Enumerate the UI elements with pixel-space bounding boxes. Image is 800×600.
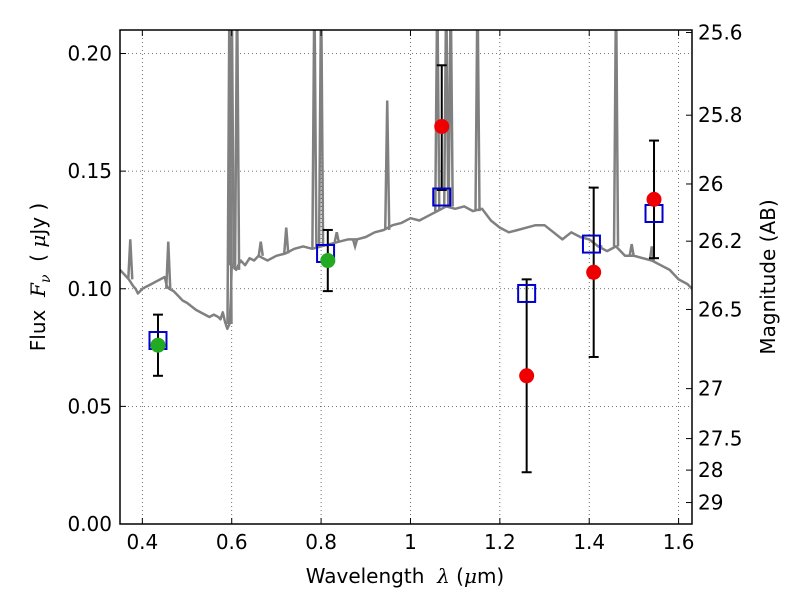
spectrum-emission-line bbox=[127, 239, 134, 280]
points-layer bbox=[148, 64, 664, 474]
x-tick-label: 1.2 bbox=[484, 530, 516, 554]
spectrum-emission-line bbox=[612, 30, 620, 247]
spectrum-line bbox=[120, 205, 692, 331]
spectrum-emission-line bbox=[257, 241, 265, 257]
y-tick-label: 0.20 bbox=[67, 42, 112, 66]
ticks-layer: 0.4 0.6 0.8 1 1.2 1.4 1.6 0.00 0.05 0.10 0.15 0.20 2… bbox=[67, 21, 742, 554]
y-tick-label: 0.15 bbox=[67, 159, 112, 183]
x-tick-label: 0.6 bbox=[216, 530, 248, 554]
y-axis-title-prefix: Flux bbox=[26, 297, 50, 351]
observed-flux-point bbox=[320, 253, 336, 269]
y-axis-title-unit-rest: Jy ) bbox=[26, 203, 50, 237]
model-flux-square bbox=[581, 234, 601, 254]
y2-tick-label: 28 bbox=[698, 458, 723, 482]
spectrum-emission-line bbox=[351, 239, 359, 252]
y2-tick-label: 26.5 bbox=[698, 297, 743, 321]
plot-frame bbox=[119, 29, 693, 525]
observed-flux-point bbox=[586, 264, 602, 280]
spectrum-emission-line bbox=[282, 227, 290, 254]
y-axis-title-symbol: F bbox=[26, 282, 50, 298]
grid bbox=[120, 30, 692, 525]
y-axis-title-subscript: ν bbox=[38, 274, 54, 283]
x-tick-label: 1.4 bbox=[573, 530, 605, 554]
y-tick-label: 0.05 bbox=[67, 394, 112, 418]
observed-flux-point bbox=[519, 368, 535, 384]
y2-axis-title: Magnitude (AB) bbox=[756, 199, 780, 354]
x-axis-title-symbol: λ bbox=[436, 564, 450, 588]
y2-tick-label: 27 bbox=[698, 377, 723, 401]
observed-flux-point bbox=[434, 118, 450, 134]
spectrum-emission-line bbox=[333, 232, 340, 242]
y-axis-title: Flux Fν ( μJy ) bbox=[26, 203, 54, 351]
model-flux-square bbox=[517, 283, 537, 303]
spectrum-emission-line bbox=[447, 30, 454, 207]
x-axis-title-unit-rest: m) bbox=[477, 564, 504, 588]
x-tick-label: 1.6 bbox=[663, 530, 695, 554]
model-flux-square bbox=[432, 187, 452, 207]
x-tick-label: 1 bbox=[404, 530, 417, 554]
observed-flux-point bbox=[646, 191, 662, 207]
y-tick-label: 0.10 bbox=[67, 277, 112, 301]
x-axis-title-unit-symbol: μ bbox=[464, 564, 477, 588]
x-axis-title: Wavelength λ (μm) bbox=[306, 564, 505, 588]
y2-tick-label: 29 bbox=[698, 491, 723, 515]
spectrum-layer bbox=[120, 30, 692, 331]
y2-tick-label: 27.5 bbox=[698, 427, 743, 451]
x-axis-title-prefix: Wavelength bbox=[306, 564, 437, 588]
y-axis-title-unit-open: ( bbox=[26, 248, 50, 275]
spectrum-emission-line bbox=[317, 30, 325, 247]
x-axis-title-unit-open: ( bbox=[450, 564, 464, 588]
spectrum-emission-line bbox=[628, 243, 635, 257]
observed-flux-point bbox=[150, 337, 166, 353]
spectrum-emission-line bbox=[434, 30, 441, 212]
spectrum-emission-line bbox=[383, 100, 391, 230]
x-tick-label: 0.4 bbox=[126, 530, 158, 554]
spectrum-emission-line bbox=[311, 30, 318, 249]
spectrum-emission-line bbox=[228, 30, 235, 266]
y2-tick-label: 26.2 bbox=[698, 229, 743, 253]
y2-tick-label: 25.8 bbox=[698, 103, 743, 127]
y-tick-label: 0.00 bbox=[67, 512, 112, 536]
y2-tick-label: 26 bbox=[698, 172, 723, 196]
spectrum-emission-line bbox=[442, 30, 450, 207]
y2-tick-label: 25.6 bbox=[698, 21, 743, 45]
spectrum-emission-line bbox=[233, 30, 241, 270]
x-tick-label: 0.8 bbox=[305, 530, 337, 554]
spectrum-emission-line bbox=[165, 241, 172, 289]
spectrum-emission-line bbox=[474, 30, 481, 212]
y-axis-title-unit-symbol: μ bbox=[26, 235, 50, 248]
